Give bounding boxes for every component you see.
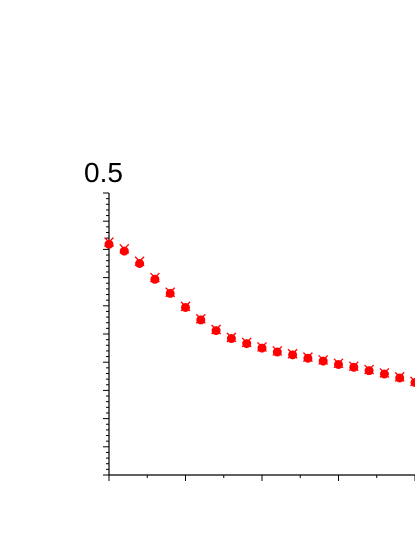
- data-point-cross: [394, 371, 405, 382]
- data-point-cross: [272, 345, 283, 356]
- data-point-cross: [364, 364, 375, 375]
- data-point-dot: [242, 339, 252, 349]
- data-points: [104, 237, 415, 388]
- data-point-dot: [257, 343, 267, 353]
- data-point-cross: [257, 342, 267, 352]
- data-point-cross: [180, 301, 191, 312]
- data-point-dot: [119, 246, 129, 256]
- data-point-cross: [241, 337, 252, 348]
- data-point-dot: [395, 373, 405, 383]
- y-axis-ticks: [103, 192, 109, 476]
- data-point-cross: [348, 361, 359, 372]
- data-point-dot: [150, 274, 160, 284]
- data-point-dot: [226, 334, 236, 344]
- data-point-cross: [302, 352, 313, 363]
- data-point-cross: [211, 324, 222, 335]
- data-point-cross: [410, 376, 415, 387]
- x-axis-ticks: [108, 475, 415, 481]
- data-point-dot: [135, 259, 145, 268]
- data-point-cross: [318, 354, 329, 365]
- data-point-cross: [134, 256, 145, 267]
- data-point-dot: [379, 369, 389, 379]
- data-point-cross: [379, 367, 390, 378]
- data-point-dot: [272, 347, 282, 357]
- data-point-dot: [196, 315, 206, 325]
- data-point-cross: [149, 272, 160, 283]
- data-point-cross: [165, 287, 176, 298]
- data-point-cross: [287, 348, 298, 359]
- data-point-dot: [211, 326, 221, 336]
- data-point-dot: [165, 288, 175, 298]
- data-point-cross: [104, 237, 114, 248]
- data-point-cross: [333, 358, 344, 369]
- data-point-dot: [349, 362, 359, 372]
- data-point-dot: [318, 356, 328, 366]
- data-point-dot: [181, 302, 190, 312]
- data-point-dot: [334, 359, 343, 369]
- data-point-dot: [104, 239, 114, 249]
- data-point-dot: [303, 353, 313, 363]
- data-point-cross: [119, 243, 130, 254]
- data-point-dot: [364, 366, 374, 376]
- y-tick-label-top: 0.5: [84, 157, 123, 188]
- data-point-dot: [288, 350, 298, 360]
- data-point-cross: [195, 313, 206, 324]
- data-point-cross: [226, 332, 237, 343]
